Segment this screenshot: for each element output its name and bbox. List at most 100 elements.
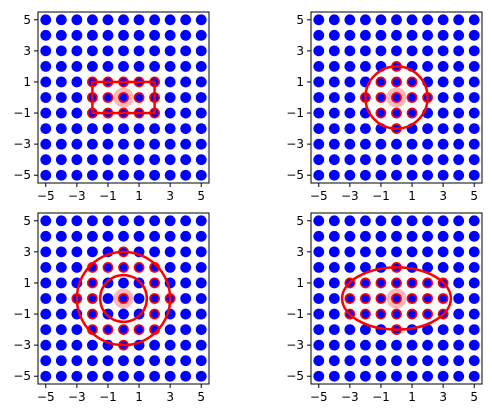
scatter-point: [195, 277, 207, 289]
scatter-point: [344, 215, 356, 227]
y-tick-label: 3: [23, 245, 31, 259]
scatter-point: [375, 339, 387, 351]
scatter-point: [55, 230, 67, 242]
scatter-point: [133, 215, 145, 227]
scatter-point: [118, 61, 129, 72]
panel-2: −5 −3 −1 1 3 5 −5 −3 −1 1 3 5: [286, 11, 483, 203]
scatter-point: [391, 230, 402, 242]
scatter-point: [55, 154, 67, 166]
scatter-point: [468, 277, 480, 289]
scatter-point: [102, 29, 114, 41]
scatter-point: [40, 92, 52, 103]
scatter-point: [468, 29, 480, 41]
scatter-point: [87, 370, 98, 382]
scatter-point: [149, 61, 160, 72]
scatter-point: [87, 230, 98, 242]
scatter-point: [422, 61, 433, 72]
x-tick-label: 5: [470, 189, 478, 203]
scatter-point: [375, 154, 387, 166]
selected-point: [344, 293, 356, 304]
selected-point: [375, 277, 387, 289]
scatter-point: [437, 324, 449, 335]
scatter-point: [40, 154, 52, 166]
scatter-point: [55, 355, 67, 367]
scatter-point: [360, 61, 371, 72]
scatter-point: [391, 169, 402, 181]
scatter-point: [180, 14, 192, 26]
scatter-point: [313, 76, 325, 88]
selected-point: [87, 277, 98, 289]
scatter-point: [422, 138, 433, 150]
scatter-point: [71, 45, 83, 57]
scatter-point: [195, 355, 207, 367]
scatter-point: [195, 308, 207, 320]
scatter-point: [40, 246, 52, 258]
scatter-point: [55, 92, 67, 103]
scatter-point: [468, 355, 480, 367]
scatter-point: [453, 339, 465, 351]
scatter-point: [71, 324, 83, 335]
scatter-point: [406, 14, 418, 26]
scatter-point: [375, 355, 387, 367]
scatter-point: [149, 370, 160, 382]
scatter-point: [102, 123, 114, 134]
scatter-point: [40, 14, 52, 26]
scatter-point: [180, 293, 192, 304]
scatter-point: [164, 61, 176, 72]
scatter-point: [149, 230, 160, 242]
y-tick-label: 3: [23, 44, 31, 58]
selected-point: [360, 277, 371, 289]
x-tick-label: −5: [310, 390, 328, 404]
scatter-point: [437, 61, 449, 72]
scatter-point: [133, 123, 145, 134]
y-tick-label: −5: [286, 168, 304, 182]
selected-point: [118, 324, 129, 335]
scatter-point: [55, 262, 67, 273]
scatter-point: [87, 355, 98, 367]
scatter-point: [422, 14, 433, 26]
scatter-point: [344, 262, 356, 273]
y-tick-label: 3: [296, 44, 304, 58]
scatter-point: [360, 246, 371, 258]
scatter-point: [180, 262, 192, 273]
scatter-point: [40, 29, 52, 41]
selected-point: [133, 92, 145, 103]
scatter-point: [406, 230, 418, 242]
scatter-point: [180, 277, 192, 289]
scatter-point: [180, 123, 192, 134]
scatter-point: [40, 308, 52, 320]
x-tick-label: 1: [408, 189, 416, 203]
selected-point: [391, 277, 402, 289]
scatter-point: [422, 355, 433, 367]
scatter-point: [328, 230, 340, 242]
scatter-point: [87, 246, 98, 258]
scatter-point: [118, 308, 129, 320]
scatter-point: [55, 45, 67, 57]
scatter-point: [133, 138, 145, 150]
scatter-point: [344, 138, 356, 150]
scatter-point: [328, 370, 340, 382]
scatter-point: [55, 277, 67, 289]
scatter-point: [164, 123, 176, 134]
scatter-point: [102, 154, 114, 166]
scatter-point: [180, 138, 192, 150]
scatter-point: [391, 29, 402, 41]
scatter-point: [313, 308, 325, 320]
scatter-point: [453, 246, 465, 258]
scatter-point: [344, 324, 356, 335]
scatter-point: [40, 107, 52, 119]
scatter-point: [437, 339, 449, 351]
scatter-point: [164, 370, 176, 382]
scatter-point: [55, 138, 67, 150]
scatter-point: [40, 138, 52, 150]
scatter-point: [195, 215, 207, 227]
scatter-point: [437, 215, 449, 227]
scatter-point: [422, 29, 433, 41]
scatter-point: [406, 138, 418, 150]
x-tick-label: −5: [310, 189, 328, 203]
scatter-point: [328, 29, 340, 41]
scatter-point: [87, 61, 98, 72]
scatter-point: [118, 29, 129, 41]
scatter-point: [344, 169, 356, 181]
scatter-point: [102, 355, 114, 367]
